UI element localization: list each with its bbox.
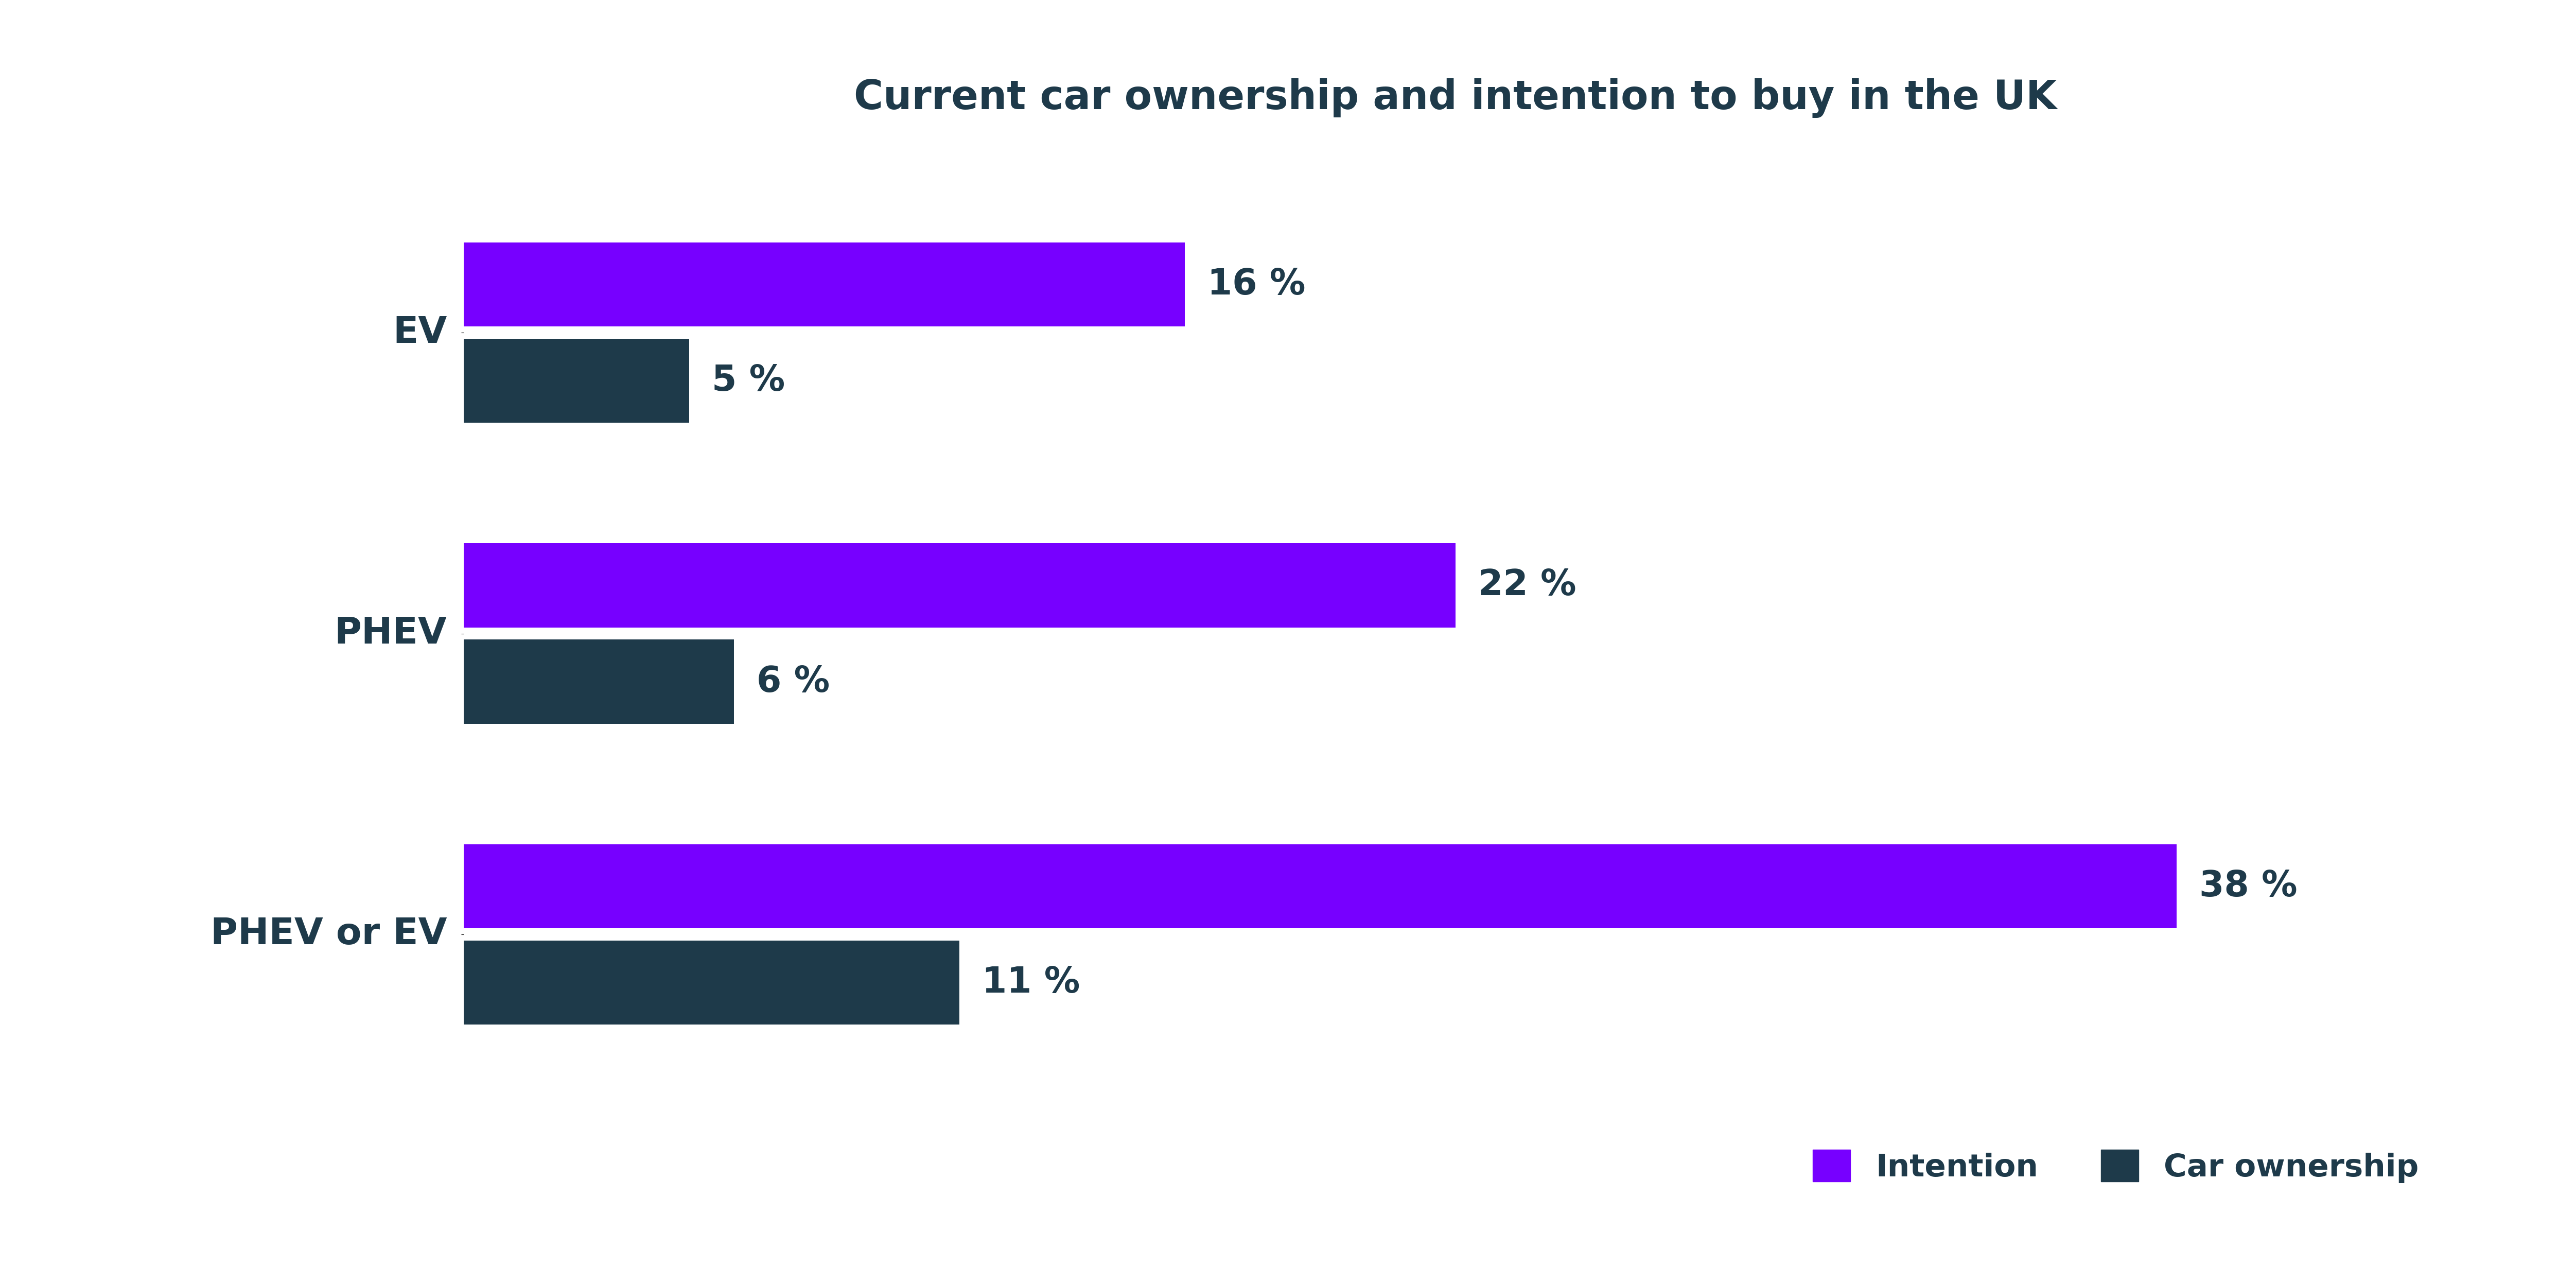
Text: 38 %: 38 % — [2200, 869, 2298, 903]
Title: Current car ownership and intention to buy in the UK: Current car ownership and intention to b… — [853, 79, 2058, 118]
Bar — [464, 844, 2177, 929]
Bar — [464, 338, 690, 423]
Bar — [464, 940, 961, 1025]
Legend: Intention, Car ownership: Intention, Car ownership — [1801, 1136, 2432, 1196]
Text: 16 %: 16 % — [1208, 267, 1306, 302]
Text: 5 %: 5 % — [711, 364, 786, 398]
Text: 6 %: 6 % — [757, 664, 829, 699]
Bar — [464, 544, 1455, 627]
Text: 22 %: 22 % — [1479, 568, 1577, 603]
Bar — [464, 640, 734, 723]
Bar — [464, 242, 1185, 327]
Text: 11 %: 11 % — [981, 965, 1079, 1000]
